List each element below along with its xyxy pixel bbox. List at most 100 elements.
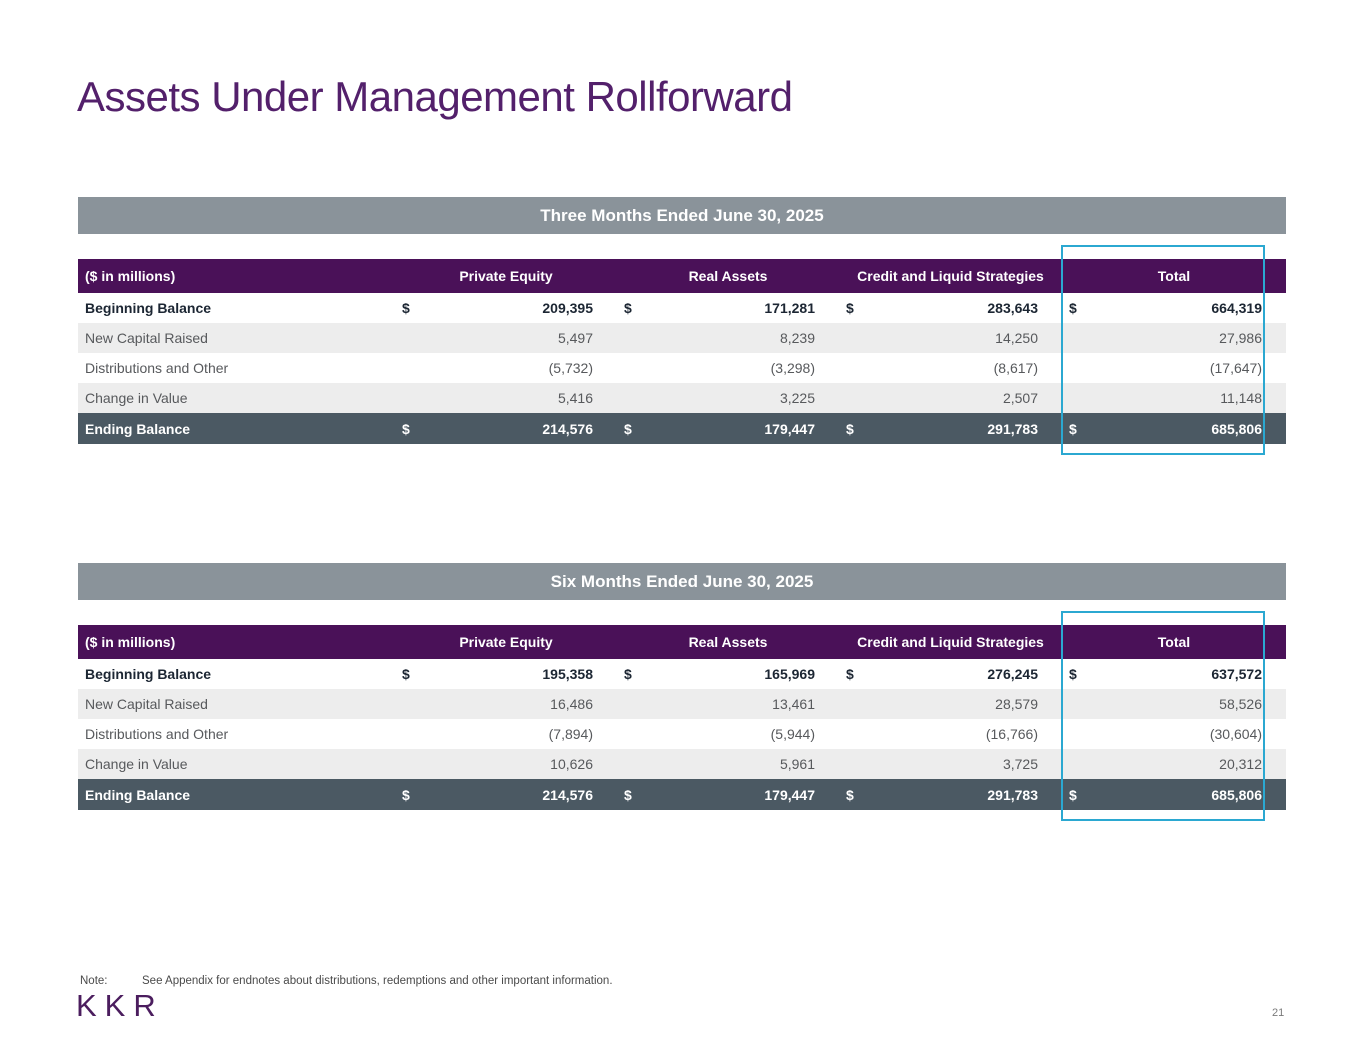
value-cell: $685,806 [1062, 413, 1286, 444]
cell-value: 58,526 [1219, 696, 1262, 712]
value-cell: (7,894) [395, 719, 617, 749]
cell-value: 14,250 [995, 330, 1038, 346]
row-label: Distributions and Other [85, 726, 229, 742]
cell-value: (5,732) [548, 360, 593, 376]
value-cell: $664,319 [1062, 293, 1286, 323]
dollar-sign: $ [624, 420, 632, 437]
row-label: Change in Value [85, 756, 188, 772]
value-cell: $195,358 [395, 659, 617, 689]
dollar-sign: $ [846, 300, 854, 316]
cell-value: 276,245 [987, 666, 1038, 682]
cell-value: 8,239 [779, 330, 815, 346]
value-cell: (30,604) [1062, 719, 1286, 749]
value-cell: 5,497 [395, 323, 617, 353]
aum-rollforward-table: ($ in millions) Private Equity Real Assets… [78, 625, 1286, 810]
cell-value: 214,576 [542, 420, 593, 437]
dollar-sign: $ [846, 666, 854, 682]
dollar-sign: $ [402, 666, 410, 682]
value-cell: $179,447 [617, 413, 839, 444]
column-header: Credit and Liquid Strategies [857, 634, 1044, 650]
value-cell: $171,281 [617, 293, 839, 323]
column-header-units: ($ in millions) [85, 634, 176, 650]
cell-value: 283,643 [987, 300, 1038, 316]
value-cell: 58,526 [1062, 689, 1286, 719]
cell-value: (5,944) [770, 726, 815, 742]
cell-value: (16,766) [985, 726, 1038, 742]
value-cell: $276,245 [839, 659, 1062, 689]
table-row: Ending Balance $214,576 $179,447 $291,783 $6… [78, 413, 1286, 444]
row-label: Beginning Balance [85, 666, 212, 682]
cell-value: 209,395 [542, 300, 593, 316]
cell-value: 28,579 [995, 696, 1038, 712]
table-row: Ending Balance $214,576 $179,447 $291,783 $6… [78, 779, 1286, 810]
row-label: New Capital Raised [85, 330, 208, 346]
column-header: Private Equity [459, 634, 553, 650]
row-label: Change in Value [85, 390, 188, 406]
cell-value: 3,725 [1002, 756, 1038, 772]
cell-value: 20,312 [1219, 756, 1262, 772]
dollar-sign: $ [624, 786, 632, 803]
value-cell: 10,626 [395, 749, 617, 779]
value-cell: 14,250 [839, 323, 1062, 353]
value-cell: $165,969 [617, 659, 839, 689]
cell-value: 13,461 [772, 696, 815, 712]
table-row: New Capital Raised 16,486 13,461 28,579 58,5… [78, 689, 1286, 719]
cell-value: 214,576 [542, 786, 593, 803]
table-row: Beginning Balance $195,358 $165,969 $276,24… [78, 659, 1286, 689]
row-label: Distributions and Other [85, 360, 229, 376]
cell-value: 2,507 [1002, 390, 1038, 406]
column-header: Real Assets [688, 634, 768, 650]
cell-value: (7,894) [548, 726, 593, 742]
dollar-sign: $ [1069, 666, 1077, 682]
cell-value: 664,319 [1211, 300, 1262, 316]
value-cell: 3,225 [617, 383, 839, 413]
dollar-sign: $ [846, 420, 854, 437]
column-header: Real Assets [688, 268, 768, 284]
value-cell: 16,486 [395, 689, 617, 719]
table-row: Distributions and Other (5,732) (3,298) (8,… [78, 353, 1286, 383]
value-cell: 13,461 [617, 689, 839, 719]
dollar-sign: $ [402, 420, 410, 437]
cell-value: 11,148 [1220, 390, 1262, 406]
value-cell: 2,507 [839, 383, 1062, 413]
footnote-text: See Appendix for endnotes about distribu… [142, 975, 613, 987]
column-header: Total [1157, 268, 1191, 284]
table-row: Distributions and Other (7,894) (5,944) (16… [78, 719, 1286, 749]
table-row: Change in Value 10,626 5,961 3,725 20,312 [78, 749, 1286, 779]
value-cell: (3,298) [617, 353, 839, 383]
table-row: Beginning Balance $209,395 $171,281 $283,64… [78, 293, 1286, 323]
value-cell: (5,944) [617, 719, 839, 749]
column-header: Credit and Liquid Strategies [857, 268, 1044, 284]
row-label: New Capital Raised [85, 696, 208, 712]
page-title: Assets Under Management Rollforward [77, 73, 793, 120]
table-row: Change in Value 5,416 3,225 2,507 11,148 [78, 383, 1286, 413]
dollar-sign: $ [624, 666, 632, 682]
cell-value: 5,497 [557, 330, 593, 346]
value-cell: 5,416 [395, 383, 617, 413]
value-cell: $283,643 [839, 293, 1062, 323]
value-cell: 27,986 [1062, 323, 1286, 353]
footnote: Note: See Appendix for endnotes about dis… [80, 975, 613, 987]
dollar-sign: $ [1069, 300, 1077, 316]
value-cell: 11,148 [1062, 383, 1286, 413]
column-header: Private Equity [459, 268, 553, 284]
value-cell: $291,783 [839, 779, 1062, 810]
value-cell: (16,766) [839, 719, 1062, 749]
cell-value: 5,961 [779, 756, 815, 772]
row-label: Beginning Balance [85, 300, 212, 316]
value-cell: (17,647) [1062, 353, 1286, 383]
cell-value: 685,806 [1211, 786, 1262, 803]
value-cell: 5,961 [617, 749, 839, 779]
row-label: Ending Balance [85, 786, 191, 803]
table-header-row: ($ in millions) Private Equity Real Assets… [78, 625, 1286, 659]
value-cell: 28,579 [839, 689, 1062, 719]
value-cell: (5,732) [395, 353, 617, 383]
dollar-sign: $ [846, 786, 854, 803]
dollar-sign: $ [402, 300, 410, 316]
three-months-section: Three Months Ended June 30, 2025 ($ in m… [78, 197, 1286, 455]
dollar-sign: $ [402, 786, 410, 803]
cell-value: 16,486 [550, 696, 593, 712]
cell-value: (30,604) [1209, 726, 1262, 742]
cell-value: 179,447 [764, 786, 815, 803]
value-cell: $179,447 [617, 779, 839, 810]
